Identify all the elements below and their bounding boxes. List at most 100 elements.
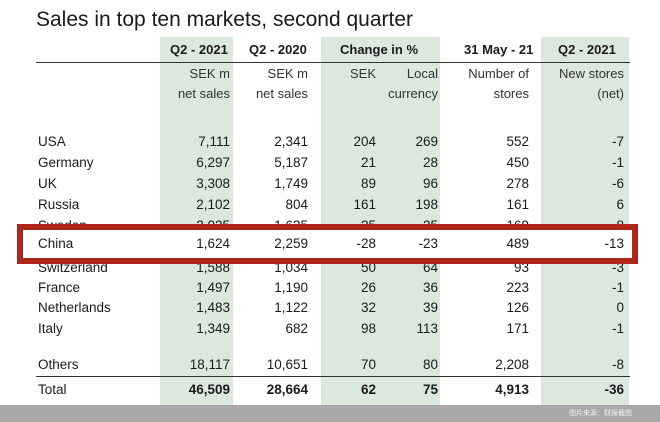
row-label: France <box>38 280 81 295</box>
cell-q2-2021: 46,509 <box>188 382 230 397</box>
column-shade-new-stores <box>541 37 629 405</box>
cell-change-sek: 32 <box>360 300 376 315</box>
row-label: Netherlands <box>38 300 111 315</box>
cell-stores: 489 <box>506 236 529 251</box>
cell-stores: 161 <box>506 197 529 212</box>
cell-change-sek: -28 <box>356 236 376 251</box>
row-label: Russia <box>38 197 80 212</box>
subheader-c5-line2: stores <box>493 86 529 101</box>
subheader-c4-line1: Local <box>406 66 438 81</box>
cell-q2-2020: 682 <box>285 321 308 336</box>
cell-q2-2021: 1,349 <box>196 321 230 336</box>
row-label: UK <box>38 176 57 191</box>
header-rule <box>36 62 630 63</box>
cell-stores: 450 <box>506 155 529 170</box>
cell-change-local: 96 <box>422 176 438 191</box>
table-row-total: Total 46,509 28,664 62 75 4,913 -36 <box>0 382 660 402</box>
cell-q2-2020: 28,664 <box>266 382 308 397</box>
china-highlight-box <box>17 224 638 264</box>
cell-change-sek: 89 <box>360 176 376 191</box>
header-q2-2021: Q2 - 2021 <box>170 42 228 57</box>
cell-q2-2021: 6,297 <box>196 155 230 170</box>
row-label: Italy <box>38 321 63 336</box>
cell-change-sek: 26 <box>360 280 376 295</box>
cell-q2-2020: 2,341 <box>274 134 308 149</box>
table-row: USA 7,111 2,341 204 269 552 -7 <box>0 134 660 154</box>
cell-q2-2021: 7,111 <box>198 134 230 149</box>
cell-change-local: 75 <box>422 382 438 397</box>
cell-stores: 4,913 <box>495 382 529 397</box>
row-label: Total <box>38 382 67 397</box>
cell-change-sek: 98 <box>360 321 376 336</box>
table-row: UK 3,308 1,749 89 96 278 -6 <box>0 176 660 196</box>
cell-change-sek: 70 <box>360 357 376 372</box>
cell-change-sek: 62 <box>360 382 376 397</box>
row-label: USA <box>38 134 66 149</box>
header-q2-2020: Q2 - 2020 <box>249 42 307 57</box>
cell-change-local: 113 <box>416 321 438 336</box>
cell-q2-2021: 18,117 <box>189 357 230 372</box>
subheader-c3-line1: SEK <box>349 66 376 81</box>
column-shade-change <box>321 37 440 405</box>
row-label: Others <box>38 357 79 372</box>
cell-q2-2021: 1,497 <box>196 280 230 295</box>
footer-bar: 图片来源：财报截图 <box>0 405 660 422</box>
cell-change-local: 198 <box>415 197 438 212</box>
cell-q2-2021: 1,483 <box>196 300 230 315</box>
column-shade-q2-2021 <box>160 37 233 405</box>
subheader-c5-line1: Number of <box>468 66 529 81</box>
cell-stores: 126 <box>506 300 529 315</box>
cell-q2-2020: 804 <box>285 197 308 212</box>
cell-change-local: 269 <box>415 134 438 149</box>
cell-stores: 223 <box>506 280 529 295</box>
cell-q2-2020: 10,651 <box>266 357 308 372</box>
cell-new-stores: -6 <box>611 176 624 191</box>
cell-new-stores: 6 <box>616 197 624 212</box>
cell-change-local: 36 <box>422 280 438 295</box>
subheader-c1-line2: net sales <box>177 86 230 101</box>
cell-q2-2020: 1,122 <box>274 300 308 315</box>
header-q2-2021-stores: Q2 - 2021 <box>558 42 616 57</box>
cell-stores: 278 <box>506 176 529 191</box>
row-label: China <box>38 236 74 251</box>
subheader-c6-line2: (net) <box>597 86 624 101</box>
total-rule <box>36 376 630 377</box>
cell-stores: 2,208 <box>495 357 529 372</box>
subheader-c2-line1: SEK m <box>267 66 308 81</box>
cell-new-stores: -1 <box>611 321 624 336</box>
cell-stores: 552 <box>506 134 529 149</box>
table-row-others: Others 18,117 10,651 70 80 2,208 -8 <box>0 357 660 377</box>
cell-q2-2020: 1,749 <box>274 176 308 191</box>
cell-q2-2021: 3,308 <box>196 176 230 191</box>
cell-new-stores: -7 <box>611 134 624 149</box>
footer-source: 图片来源：财报截图 <box>569 410 632 417</box>
cell-change-sek: 204 <box>353 134 376 149</box>
table-row: Netherlands 1,483 1,122 32 39 126 0 <box>0 300 660 320</box>
cell-change-local: -23 <box>418 236 438 251</box>
cell-change-sek: 21 <box>360 155 376 170</box>
cell-new-stores: -8 <box>611 357 624 372</box>
table-row: Italy 1,349 682 98 113 171 -1 <box>0 321 660 341</box>
cell-change-local: 39 <box>422 300 438 315</box>
cell-change-local: 28 <box>422 155 438 170</box>
subheader-c1-line1: SEK m <box>189 66 230 81</box>
cell-q2-2020: 2,259 <box>274 236 308 251</box>
cell-q2-2021: 1,624 <box>196 236 230 251</box>
table-row: France 1,497 1,190 26 36 223 -1 <box>0 280 660 300</box>
cell-new-stores: -13 <box>604 236 624 251</box>
subheader-c4-line2: currency <box>388 86 438 101</box>
table-title: Sales in top ten markets, second quarter <box>36 8 414 31</box>
cell-q2-2021: 2,102 <box>196 197 230 212</box>
table-row-highlighted: China 1,624 2,259 -28 -23 489 -13 <box>0 236 660 256</box>
cell-stores: 171 <box>506 321 529 336</box>
cell-q2-2020: 5,187 <box>274 155 308 170</box>
header-change-in-percent: Change in % <box>340 42 419 57</box>
cell-new-stores: -1 <box>611 155 624 170</box>
cell-new-stores: -36 <box>604 382 624 397</box>
header-31-may-21: 31 May - 21 <box>464 42 534 57</box>
cell-q2-2020: 1,190 <box>274 280 308 295</box>
table-row: Germany 6,297 5,187 21 28 450 -1 <box>0 155 660 175</box>
subheader-c6-line1: New stores <box>558 66 624 81</box>
subheader-c2-line2: net sales <box>255 86 308 101</box>
row-label: Germany <box>38 155 94 170</box>
